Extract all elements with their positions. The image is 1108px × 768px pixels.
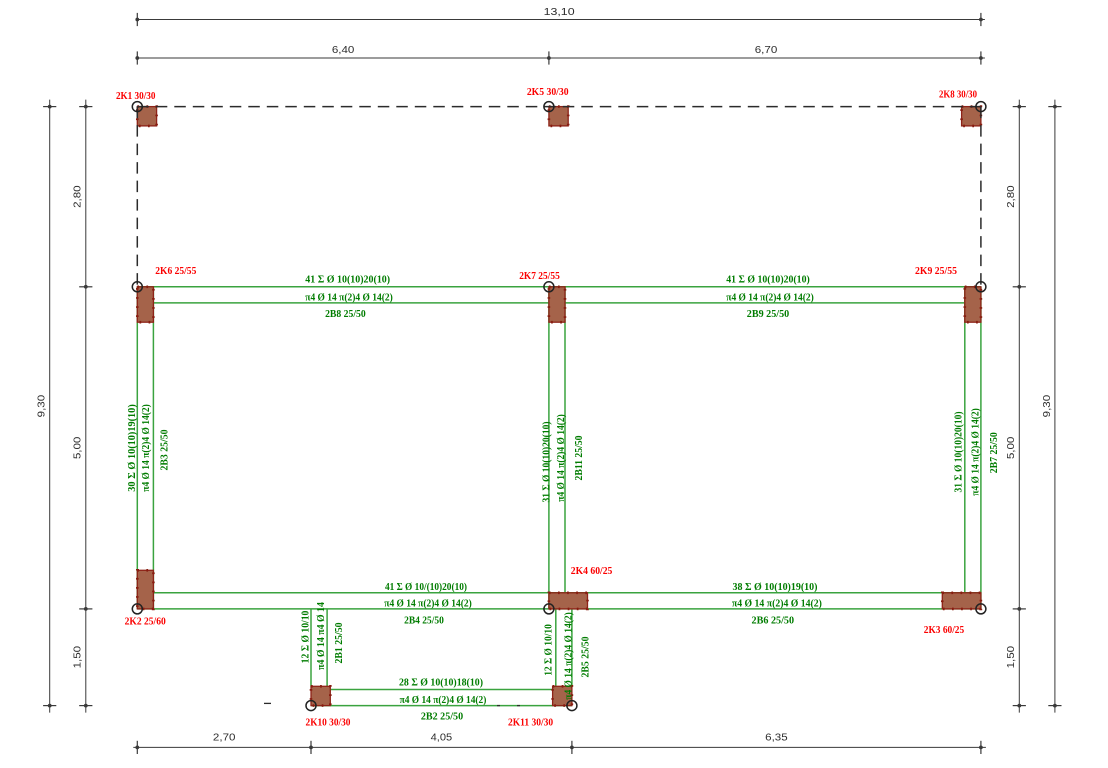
- svg-text:5,00: 5,00: [1006, 436, 1017, 459]
- svg-text:1,50: 1,50: [1006, 645, 1017, 668]
- svg-text:2B3 25/50: 2B3 25/50: [158, 429, 170, 470]
- svg-text:π4 Ø 14 π(2)4 Ø 14(2): π4 Ø 14 π(2)4 Ø 14(2): [555, 414, 567, 502]
- svg-text:π4 Ø 14 π(2)4 Ø 14(2): π4 Ø 14 π(2)4 Ø 14(2): [305, 291, 393, 303]
- svg-text:2K2 25/60: 2K2 25/60: [125, 616, 167, 628]
- svg-text:2K8 30/30: 2K8 30/30: [939, 89, 977, 101]
- svg-text:π4 Ø 14 π(2)4 Ø 14(2): π4 Ø 14 π(2)4 Ø 14(2): [732, 598, 822, 610]
- svg-text:2K10 30/30: 2K10 30/30: [306, 717, 351, 729]
- svg-text:2B5 25/50: 2B5 25/50: [580, 636, 592, 677]
- svg-text:41 Σ Ø 10/(10)20(10): 41 Σ Ø 10/(10)20(10): [385, 581, 467, 593]
- svg-text:2B6 25/50: 2B6 25/50: [752, 614, 795, 626]
- svg-text:π4 Ø 14 π(2)4 Ø 14(2): π4 Ø 14 π(2)4 Ø 14(2): [384, 598, 472, 610]
- svg-text:31 Σ Ø 10(10)20(10): 31 Σ Ø 10(10)20(10): [541, 421, 553, 502]
- svg-text:4,05: 4,05: [431, 733, 453, 744]
- svg-text:π4 Ø 14 π(2)4 Ø 14(2): π4 Ø 14 π(2)4 Ø 14(2): [969, 408, 981, 496]
- svg-text:28 Σ Ø 10(10)18(10): 28 Σ Ø 10(10)18(10): [399, 676, 483, 688]
- svg-text:2B1 25/50: 2B1 25/50: [333, 622, 345, 663]
- svg-text:13,10: 13,10: [544, 7, 576, 18]
- svg-text:6,35: 6,35: [765, 733, 788, 744]
- svg-text:2B8 25/50: 2B8 25/50: [325, 308, 366, 320]
- svg-text:2B2 25/50: 2B2 25/50: [421, 710, 464, 722]
- svg-text:9,30: 9,30: [37, 394, 48, 417]
- svg-text:41 Σ Ø 10(10)20(10): 41 Σ Ø 10(10)20(10): [305, 274, 390, 286]
- svg-text:12 Σ Ø 10/10: 12 Σ Ø 10/10: [543, 624, 555, 676]
- svg-text:38 Σ Ø 10(10)19(10): 38 Σ Ø 10(10)19(10): [733, 581, 818, 593]
- svg-text:41 Σ Ø 10(10)20(10): 41 Σ Ø 10(10)20(10): [726, 274, 810, 286]
- svg-text:2B11 25/50: 2B11 25/50: [573, 435, 585, 480]
- svg-text:2B7 25/50: 2B7 25/50: [988, 432, 1000, 473]
- svg-text:2K7 25/55: 2K7 25/55: [519, 270, 560, 282]
- svg-text:2K4 60/25: 2K4 60/25: [571, 565, 613, 577]
- svg-text:2,80: 2,80: [73, 185, 84, 208]
- svg-text:π4 Ø 14 π(2)4 Ø 14(2): π4 Ø 14 π(2)4 Ø 14(2): [400, 694, 487, 706]
- svg-text:2,70: 2,70: [213, 733, 236, 744]
- svg-text:2K3 60/25: 2K3 60/25: [924, 624, 965, 636]
- svg-text:31 Σ Ø 10(10)20(10): 31 Σ Ø 10(10)20(10): [952, 411, 964, 492]
- svg-text:2B9 25/50: 2B9 25/50: [747, 308, 790, 320]
- svg-text:2,80: 2,80: [1006, 185, 1017, 208]
- svg-text:2K11 30/30: 2K11 30/30: [508, 717, 554, 729]
- svg-text:9,30: 9,30: [1042, 394, 1053, 417]
- svg-text:5,00: 5,00: [73, 436, 84, 459]
- svg-text:12 Σ Ø 10/10: 12 Σ Ø 10/10: [300, 610, 312, 663]
- svg-text:2B4 25/50: 2B4 25/50: [404, 614, 444, 626]
- svg-text:2K5 30/30: 2K5 30/30: [527, 86, 569, 98]
- svg-text:π4 Ø 14 π4 Ø 14: π4 Ø 14 π4 Ø 14: [315, 602, 327, 670]
- svg-text:2K1 30/30: 2K1 30/30: [116, 90, 156, 102]
- svg-text:2K6 25/55: 2K6 25/55: [155, 265, 197, 277]
- svg-text:π4 Ø 14 π(2)4 Ø 14(2): π4 Ø 14 π(2)4 Ø 14(2): [563, 612, 575, 700]
- svg-text:π4 Ø 14 π(2)4 Ø 14(2): π4 Ø 14 π(2)4 Ø 14(2): [726, 291, 814, 303]
- svg-text:6,70: 6,70: [755, 45, 778, 56]
- svg-text:1,50: 1,50: [73, 645, 84, 668]
- svg-text:π4 Ø 14 π(2)4 Ø 14(2): π4 Ø 14 π(2)4 Ø 14(2): [140, 404, 152, 492]
- svg-text:30 Σ Ø 10(10)19(10): 30 Σ Ø 10(10)19(10): [126, 404, 138, 492]
- svg-text:2K9 25/55: 2K9 25/55: [915, 265, 957, 277]
- svg-text:6,40: 6,40: [332, 45, 355, 56]
